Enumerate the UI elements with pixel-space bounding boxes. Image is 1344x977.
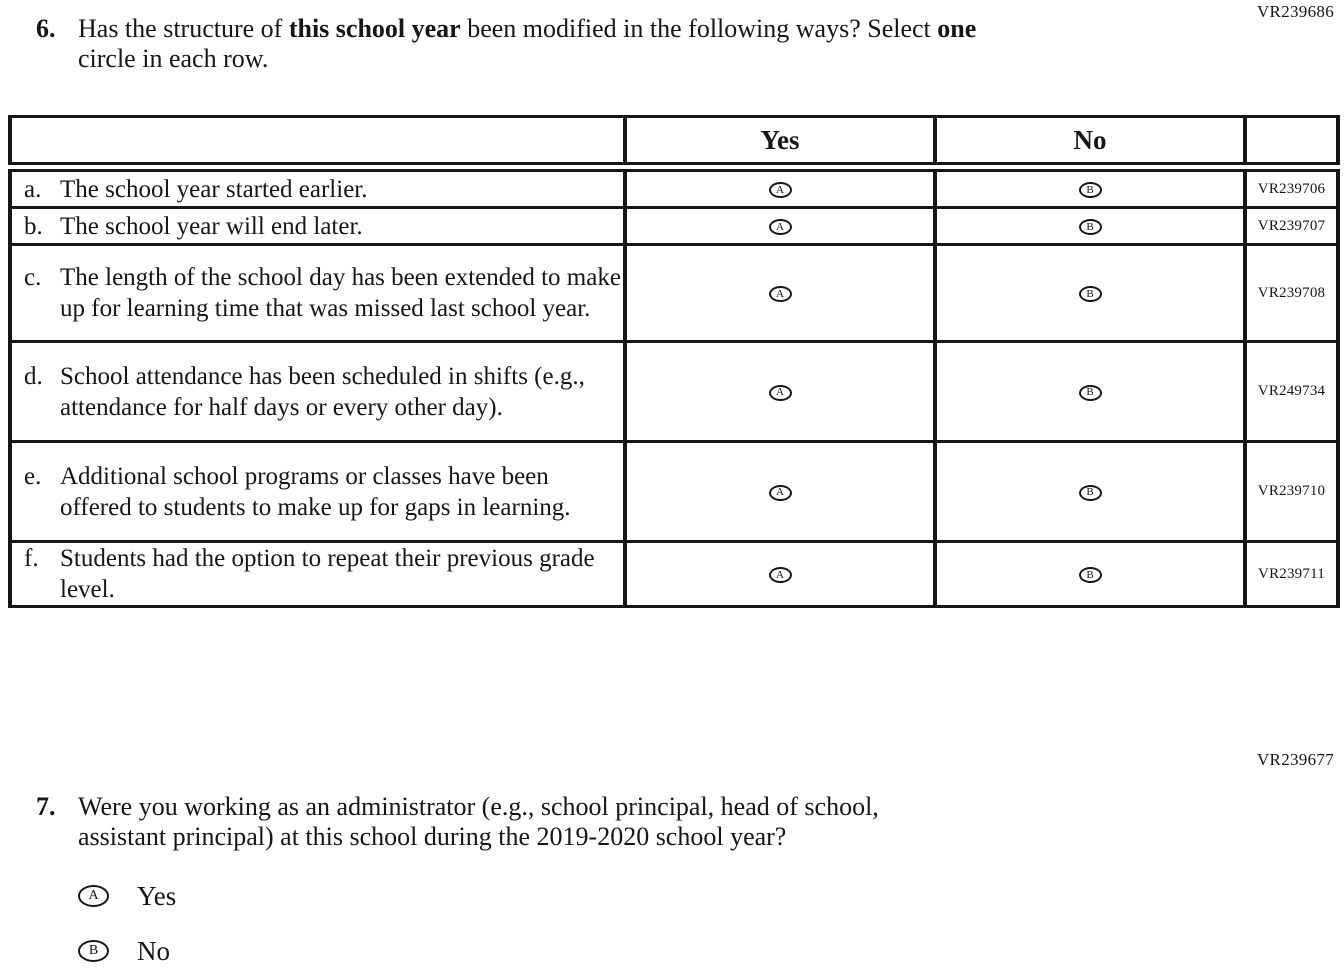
table-row-a: a. The school year started earlier. A B V… xyxy=(8,165,1340,209)
row-statement: The school year started earlier. xyxy=(60,175,368,203)
yes-bubble-row-e[interactable]: A xyxy=(768,484,792,501)
yes-bubble-row-a[interactable]: A xyxy=(768,182,792,199)
no-bubble-row-b[interactable]: B xyxy=(1078,219,1102,236)
table-row-f: f. Students had the option to repeat thei… xyxy=(8,540,1340,608)
yes-bubble-row-c[interactable]: A xyxy=(768,286,792,303)
question-6-number: 6. xyxy=(36,14,56,43)
table-row-e: e. Additional school programs or classes … xyxy=(8,440,1340,543)
row-statement: The length of the school day has been ex… xyxy=(60,264,621,322)
question-7-number: 7. xyxy=(36,792,56,821)
question-7-text: Were you working as an administrator (e.… xyxy=(78,792,1196,852)
row-letter: c. xyxy=(24,264,42,291)
q7-text-line1: Were you working as an administrator (e.… xyxy=(78,792,879,821)
bubble-letter: A xyxy=(776,486,784,499)
header-vr-cell xyxy=(1243,115,1340,172)
q6-text-line2: circle in each row. xyxy=(78,44,269,73)
q6-text-bold: one xyxy=(937,14,977,43)
bubble-letter: B xyxy=(1086,386,1094,399)
row-vr-code: VR239708 xyxy=(1243,243,1340,343)
table-row-b: b. The school year will end later. A B VR… xyxy=(8,206,1340,246)
row-vr-code: VR249734 xyxy=(1243,340,1340,443)
row-letter: e. xyxy=(24,462,42,490)
q7-option-no[interactable]: B No xyxy=(78,935,176,967)
row-statement: The school year will end later. xyxy=(60,212,363,240)
row-vr-code: VR239710 xyxy=(1243,440,1340,543)
row-letter: b. xyxy=(24,212,43,240)
row-statement: Additional school programs or classes ha… xyxy=(60,462,571,521)
q7-text-line2: assistant principal) at this school duri… xyxy=(78,822,787,851)
q7-options: A Yes B No xyxy=(78,880,176,977)
yes-bubble-row-f[interactable]: A xyxy=(768,567,792,584)
row-vr-code: VR239706 xyxy=(1243,165,1340,209)
question-6: 6. Has the structure of this school year… xyxy=(36,14,1196,74)
table-row-d: d. School attendance has been scheduled i… xyxy=(8,340,1340,443)
yes-bubble-q7[interactable]: A xyxy=(78,885,109,907)
row-vr-code: VR239711 xyxy=(1243,540,1340,608)
bubble-letter: A xyxy=(776,568,784,581)
question-7: 7. Were you working as an administrator … xyxy=(36,792,1196,852)
bubble-letter: B xyxy=(1086,486,1094,499)
header-statement-cell xyxy=(8,115,627,172)
bubble-letter: B xyxy=(1086,568,1094,581)
no-bubble-row-e[interactable]: B xyxy=(1078,484,1102,501)
bubble-letter: B xyxy=(88,943,99,958)
q6-text-part: been modified in the following ways? Sel… xyxy=(460,14,938,43)
bubble-letter: A xyxy=(776,183,784,196)
option-label-yes: Yes xyxy=(137,880,177,911)
q6-text-bold: this school year xyxy=(288,14,461,43)
table-header-row: Yes No xyxy=(8,115,1340,172)
q7-option-yes[interactable]: A Yes xyxy=(78,880,176,912)
header-yes: Yes xyxy=(623,115,937,172)
row-statement: School attendance has been scheduled in … xyxy=(60,362,585,421)
table-row-c: c. The length of the school day has been … xyxy=(8,243,1340,343)
row-letter: d. xyxy=(24,362,43,390)
no-bubble-row-f[interactable]: B xyxy=(1078,567,1102,584)
q6-text-part: Has the structure of xyxy=(78,14,289,43)
yes-bubble-row-b[interactable]: A xyxy=(768,219,792,236)
option-label-no: No xyxy=(137,935,170,966)
no-bubble-q7[interactable]: B xyxy=(78,940,109,962)
row-letter: a. xyxy=(24,175,42,203)
no-bubble-row-d[interactable]: B xyxy=(1078,384,1102,401)
no-bubble-row-c[interactable]: B xyxy=(1078,286,1102,303)
vr-code-q7: VR239677 xyxy=(1256,750,1334,769)
yes-bubble-row-d[interactable]: A xyxy=(768,384,792,401)
bubble-letter: B xyxy=(1086,220,1094,233)
question-6-text: Has the structure of this school year be… xyxy=(78,14,1196,74)
bubble-letter: A xyxy=(776,386,784,399)
bubble-letter: B xyxy=(1086,183,1094,196)
bubble-letter: B xyxy=(1086,287,1094,300)
header-no: No xyxy=(933,115,1247,172)
q6-response-table: Yes No a. The school year started earlier… xyxy=(8,115,1340,608)
bubble-letter: A xyxy=(776,287,784,300)
bubble-letter: A xyxy=(776,220,784,233)
row-vr-code: VR239707 xyxy=(1243,206,1340,246)
row-statement: Students had the option to repeat their … xyxy=(60,545,595,603)
no-bubble-row-a[interactable]: B xyxy=(1078,182,1102,199)
row-letter: f. xyxy=(24,545,39,572)
bubble-letter: A xyxy=(88,888,99,903)
vr-code-q6: VR239686 xyxy=(1256,2,1334,21)
